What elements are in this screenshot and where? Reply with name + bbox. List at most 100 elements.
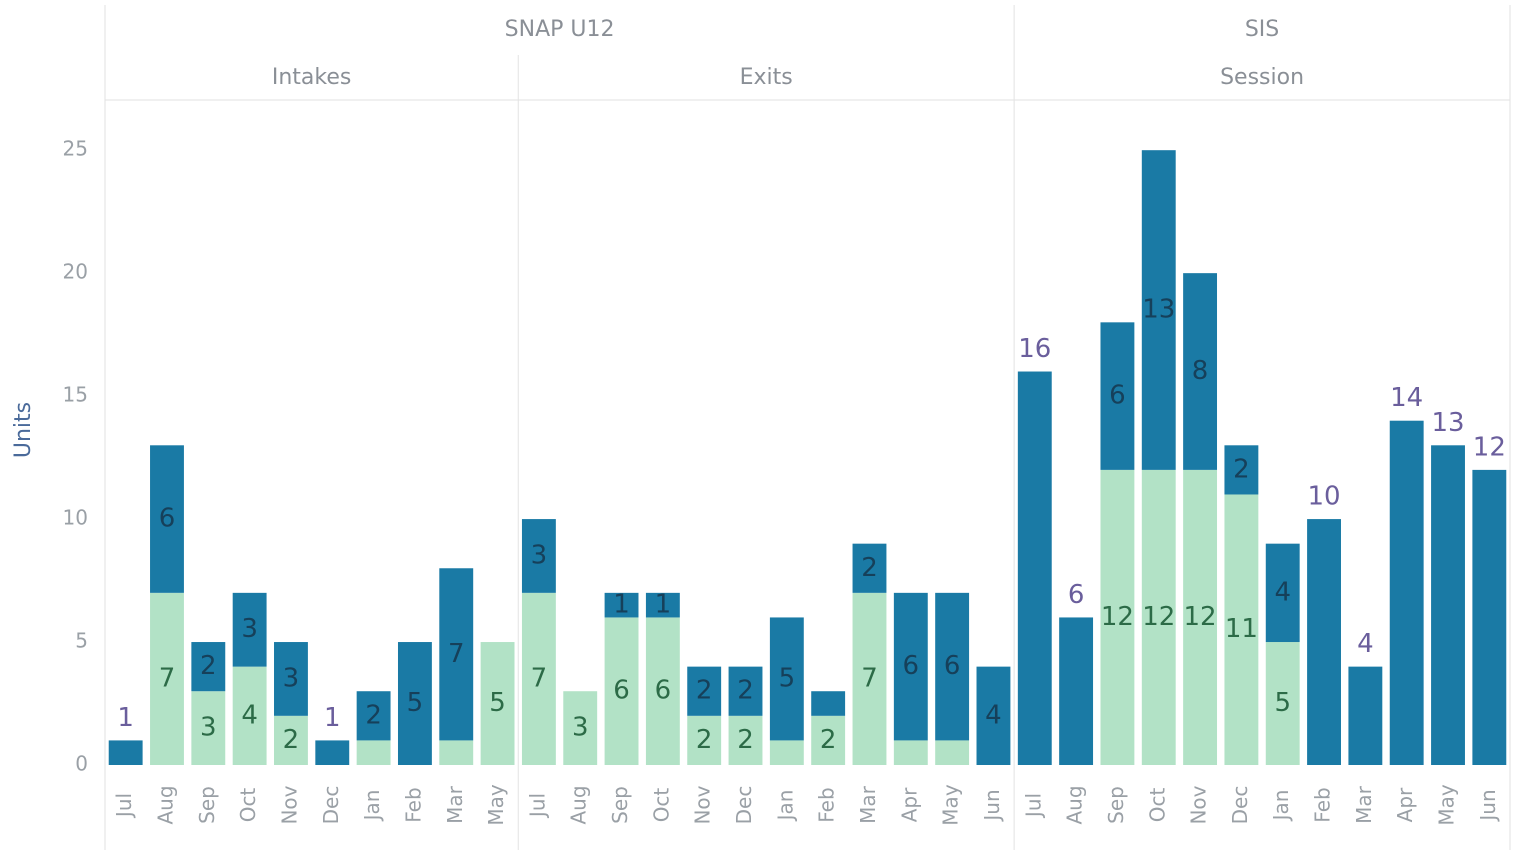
bar-segment [150,445,184,593]
bar-segment [893,740,928,765]
bar-segment [1224,445,1259,495]
bar-segment [811,715,846,765]
data-label: 10 [1307,482,1340,512]
bar-segment [191,691,226,765]
x-tick-label: Jul [1021,793,1045,819]
data-label: 2 [696,676,713,706]
data-label: 6 [655,676,672,706]
bar-segment [769,617,804,741]
y-axis-label: Units [11,402,36,458]
x-tick-label: Jan [360,790,384,823]
bar-segment [1472,469,1507,765]
x-tick-label: Nov [691,785,715,824]
data-label: 4 [1274,577,1291,607]
bar-segment [1224,494,1259,765]
x-tick-label: May [1435,784,1459,826]
data-label: 1 [117,703,134,733]
data-label: 11 [1225,614,1258,644]
x-tick-label: Sep [1104,786,1128,824]
x-tick-label: Oct [236,788,260,823]
x-tick-label: Aug [1063,785,1087,824]
bar-segment [728,666,763,716]
panel-title: Exits [740,65,793,90]
bar-segment [232,666,267,765]
y-tick-label: 15 [63,383,88,407]
x-tick-label: Mar [1352,785,1376,824]
bar-segment [769,740,804,765]
data-label: 8 [1192,356,1209,386]
x-tick-label: Jul [112,793,136,819]
x-tick-label: Apr [897,787,921,822]
data-label: 7 [159,663,176,693]
x-tick-label: Aug [567,785,591,824]
data-label: 1 [613,590,630,620]
bar-segment [1141,150,1176,470]
data-label: 5 [1274,688,1291,718]
data-label: 3 [531,540,548,570]
bar-segment [687,666,722,716]
bar-segment [274,642,308,716]
data-label: 14 [1390,383,1423,413]
x-tick-label: Feb [401,787,425,822]
data-label: 13 [1431,408,1464,438]
x-tick-label: Jul [525,793,549,819]
x-tick-label: Dec [319,786,343,825]
bar-segment [645,592,680,618]
x-tick-label: Nov [277,785,301,824]
data-label: 6 [613,676,630,706]
x-tick-label: Mar [856,785,880,824]
x-tick-label: Nov [1187,785,1211,824]
bar-segment [439,568,474,741]
x-tick-label: Feb [815,787,839,822]
x-tick-label: Dec [1228,786,1252,825]
data-label: 2 [696,725,713,755]
data-label: 3 [283,663,300,693]
data-label: 2 [737,676,754,706]
bar-segment [1059,617,1094,765]
x-tick-label: Apr [1393,787,1417,822]
bar-segment [356,691,391,741]
bar-segment [356,740,391,765]
bar-segment [976,666,1011,765]
data-label: 5 [779,663,796,693]
data-label: 7 [861,663,878,693]
x-tick-label: Jan [773,790,797,823]
group-title: SIS [1245,17,1279,42]
data-label: 6 [1068,580,1085,610]
bar-segment [274,715,308,765]
data-label: 1 [655,590,672,620]
data-label: 12 [1184,602,1217,632]
x-tick-label: May [939,784,963,826]
x-tick-label: Aug [153,785,177,824]
data-label: 4 [1357,629,1374,659]
data-label: 2 [200,651,217,681]
data-label: 6 [1109,381,1126,411]
data-label: 12 [1142,602,1175,632]
data-label: 12 [1473,432,1506,462]
y-tick-label: 20 [63,260,88,284]
data-label: 13 [1142,295,1175,325]
bar-segment [439,740,474,765]
data-label: 4 [985,700,1002,730]
bar-segment [604,617,639,765]
data-label: 7 [448,639,465,669]
data-label: 3 [572,713,589,743]
x-tick-label: Feb [1311,787,1335,822]
bar-segment [1348,666,1383,765]
panel-title: Session [1220,65,1304,90]
data-label: 6 [159,504,176,534]
bar-segment [1100,322,1135,470]
x-tick-label: Sep [195,786,219,824]
panel-title: Intakes [272,65,352,90]
data-label: 4 [241,700,258,730]
group-title: SNAP U12 [505,17,615,42]
data-label: 2 [861,553,878,583]
bar-segment [521,519,556,593]
x-tick-label: Oct [649,788,673,823]
bar-segment [687,715,722,765]
bar-segment [893,592,928,741]
bar-segment [1265,642,1300,765]
data-label: 2 [737,725,754,755]
data-label: 5 [489,688,506,718]
data-label: 2 [283,725,300,755]
